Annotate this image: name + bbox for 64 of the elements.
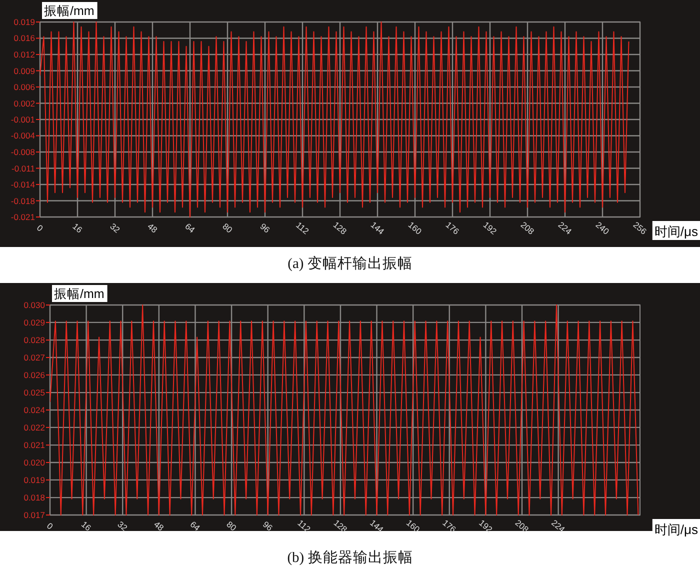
y-tick-label: 0.029 bbox=[24, 317, 46, 328]
x-tick-label: 16 bbox=[79, 519, 94, 534]
y-tick-label: -0.001 bbox=[10, 114, 36, 124]
y-tick-label: 0.009 bbox=[14, 66, 36, 76]
y-tick-label: -0.008 bbox=[10, 147, 36, 158]
y-tick-label: 0.017 bbox=[24, 510, 46, 520]
y-axis-title: 振幅/mm bbox=[54, 287, 104, 301]
y-axis-title: 振幅/mm bbox=[44, 4, 94, 18]
x-tick-label: 80 bbox=[224, 519, 239, 534]
x-tick-label: 256 bbox=[631, 220, 649, 237]
y-tick-label: 0.016 bbox=[14, 33, 36, 44]
x-tick-label: 0 bbox=[44, 520, 56, 532]
y-tick-label: -0.011 bbox=[12, 163, 36, 174]
x-tick-label: 192 bbox=[477, 518, 495, 535]
y-tick-label: 0.018 bbox=[24, 492, 46, 503]
y-tick-label: 0.020 bbox=[24, 458, 46, 468]
x-tick-label: 80 bbox=[220, 221, 235, 236]
y-tick-label: 0.021 bbox=[24, 440, 46, 450]
x-tick-label: 160 bbox=[404, 518, 422, 535]
y-tick-label: 0.025 bbox=[24, 388, 46, 398]
y-tick-label: 0.027 bbox=[24, 352, 46, 362]
y-tick-label: -0.004 bbox=[10, 130, 36, 141]
y-tick-label: 0.002 bbox=[14, 98, 36, 108]
y-tick-label: 0.006 bbox=[14, 82, 36, 92]
y-tick-label: -0.018 bbox=[10, 196, 36, 206]
x-tick-label: 208 bbox=[518, 220, 536, 237]
x-tick-label: 176 bbox=[440, 518, 458, 535]
x-tick-label: 16 bbox=[70, 221, 85, 236]
x-tick-label: 32 bbox=[116, 519, 130, 534]
x-tick-label: 160 bbox=[406, 220, 424, 237]
y-tick-label: 0.019 bbox=[14, 17, 36, 27]
x-tick-label: 176 bbox=[444, 220, 462, 237]
x-tick-label: 48 bbox=[146, 221, 160, 236]
x-tick-label: 128 bbox=[332, 518, 350, 535]
x-tick-label: 112 bbox=[294, 220, 312, 236]
x-tick-label: 96 bbox=[261, 519, 275, 534]
x-tick-label: 144 bbox=[368, 220, 386, 237]
x-tick-label: 128 bbox=[331, 220, 349, 237]
x-tick-label: 96 bbox=[258, 221, 272, 236]
x-tick-label: 64 bbox=[183, 221, 198, 236]
x-tick-label: 240 bbox=[594, 220, 612, 237]
x-tick-label: 224 bbox=[556, 220, 574, 237]
x-axis-title: 时间/μs bbox=[654, 224, 698, 239]
y-tick-label: 0.026 bbox=[24, 370, 46, 380]
y-tick-label: 0.022 bbox=[24, 422, 46, 432]
x-tick-label: 224 bbox=[550, 518, 568, 535]
y-tick-label: 0.030 bbox=[24, 300, 46, 310]
y-tick-label: 0.024 bbox=[24, 405, 46, 415]
text: (a) 变幅杆输出振幅 bbox=[288, 255, 412, 272]
x-tick-label: 32 bbox=[108, 221, 122, 236]
text: (b) 换能器输出振幅 bbox=[287, 549, 413, 566]
x-tick-label: 144 bbox=[368, 518, 386, 535]
x-tick-label: 112 bbox=[296, 518, 313, 534]
y-tick-label: 0.012 bbox=[14, 50, 36, 60]
x-axis-title: 时间/μs bbox=[654, 522, 698, 537]
x-tick-label: 0 bbox=[34, 222, 46, 234]
y-tick-label: -0.014 bbox=[10, 179, 36, 190]
y-tick-label: 0.028 bbox=[24, 335, 46, 346]
x-tick-label: 64 bbox=[188, 519, 202, 534]
x-tick-label: 208 bbox=[513, 518, 531, 535]
y-tick-label: 0.019 bbox=[24, 474, 46, 485]
y-tick-label: -0.021 bbox=[10, 212, 36, 222]
x-tick-label: 192 bbox=[481, 220, 499, 237]
x-tick-label: 48 bbox=[152, 519, 166, 534]
